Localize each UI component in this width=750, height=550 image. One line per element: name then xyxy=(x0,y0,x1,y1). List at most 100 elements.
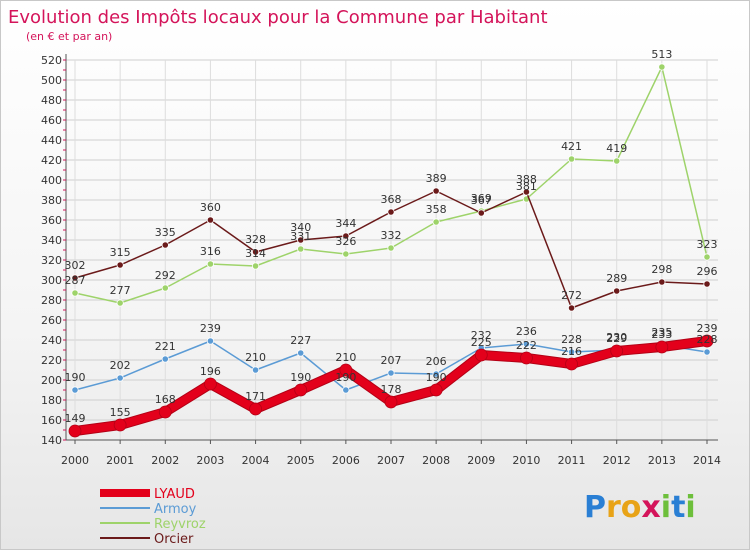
legend-label: Armoy xyxy=(154,502,197,517)
data-point xyxy=(116,299,124,307)
y-tick-label: 180 xyxy=(41,394,62,407)
data-label: 233 xyxy=(651,328,672,341)
data-point xyxy=(251,366,260,374)
data-point xyxy=(567,155,576,163)
data-label: 513 xyxy=(651,48,672,61)
data-point xyxy=(206,216,215,224)
x-tick-label: 2002 xyxy=(151,454,179,467)
data-label: 344 xyxy=(335,217,356,230)
y-tick-label: 400 xyxy=(41,174,62,187)
data-label: 381 xyxy=(516,180,537,193)
data-label: 323 xyxy=(697,238,718,251)
data-point xyxy=(610,344,624,358)
x-tick-label: 2010 xyxy=(512,454,540,467)
data-label: 287 xyxy=(65,274,86,287)
x-tick-label: 2004 xyxy=(242,454,270,467)
data-label: 190 xyxy=(335,371,356,384)
data-label: 155 xyxy=(110,406,131,419)
data-label: 216 xyxy=(561,345,582,358)
y-tick-label: 360 xyxy=(41,214,62,227)
data-label: 326 xyxy=(335,235,356,248)
y-tick-label: 380 xyxy=(41,194,62,207)
data-point xyxy=(204,377,217,391)
data-point xyxy=(339,363,353,377)
logo-letter: o xyxy=(621,490,642,525)
y-tick-label: 500 xyxy=(41,74,62,87)
data-point xyxy=(474,348,488,362)
data-point xyxy=(567,348,576,356)
data-label: 316 xyxy=(200,245,221,258)
x-tick-label: 2013 xyxy=(648,454,676,467)
x-tick-label: 2001 xyxy=(106,454,134,467)
data-point xyxy=(297,236,305,244)
legend-label: Reyvroz xyxy=(154,517,206,532)
y-tick-label: 160 xyxy=(41,414,62,427)
data-label: 388 xyxy=(516,173,537,186)
x-tick-label: 2008 xyxy=(422,454,450,467)
data-label: 222 xyxy=(516,339,537,352)
y-tick-label: 300 xyxy=(41,274,62,287)
data-label: 229 xyxy=(606,332,627,345)
y-tick-label: 420 xyxy=(41,154,62,167)
y-tick-label: 520 xyxy=(41,54,62,67)
data-point xyxy=(384,395,398,409)
data-point xyxy=(432,370,440,378)
data-label: 331 xyxy=(290,230,311,243)
data-label: 228 xyxy=(561,333,582,346)
data-label: 207 xyxy=(381,354,402,367)
data-point xyxy=(251,248,260,256)
logo-letter: x xyxy=(641,490,660,525)
data-label: 178 xyxy=(381,383,402,396)
data-point xyxy=(703,280,711,288)
logo-letter: r xyxy=(606,490,621,525)
y-tick-label: 220 xyxy=(41,354,62,367)
data-point xyxy=(613,157,621,165)
data-label: 315 xyxy=(110,246,131,259)
data-label: 190 xyxy=(65,371,86,384)
data-label: 289 xyxy=(606,272,627,285)
data-point xyxy=(703,253,711,261)
data-label: 367 xyxy=(471,194,492,207)
chart-title: Evolution des Impôts locaux pour la Comm… xyxy=(8,7,548,28)
data-point xyxy=(703,348,711,356)
data-label: 196 xyxy=(200,365,221,378)
data-label: 389 xyxy=(426,172,447,185)
data-point xyxy=(161,355,169,363)
data-point xyxy=(206,260,215,268)
data-label: 239 xyxy=(200,322,221,335)
data-label: 206 xyxy=(426,355,447,368)
data-point xyxy=(700,334,714,348)
series-lines xyxy=(68,63,714,438)
data-label: 210 xyxy=(335,351,356,364)
legend-item-reyvroz: Reyvroz xyxy=(100,517,206,532)
data-point xyxy=(297,349,305,357)
data-label: 419 xyxy=(606,142,627,155)
x-tick-label: 2003 xyxy=(196,454,224,467)
chart-subtitle: (en € et par an) xyxy=(26,30,112,43)
data-point xyxy=(161,241,169,249)
data-point xyxy=(565,357,578,371)
y-tick-label: 340 xyxy=(41,234,62,247)
y-tick-label: 260 xyxy=(41,314,62,327)
logo-letter: i xyxy=(661,490,671,525)
legend-item-armoy: Armoy xyxy=(100,502,197,517)
data-label: 168 xyxy=(155,393,176,406)
y-tick-label: 440 xyxy=(41,134,62,147)
x-tick-label: 2011 xyxy=(558,454,586,467)
legend-item-orcier: Orcier xyxy=(100,532,194,547)
data-point xyxy=(520,351,533,365)
data-label: 332 xyxy=(381,229,402,242)
x-tick-label: 2014 xyxy=(693,454,721,467)
x-tick-label: 2005 xyxy=(287,454,315,467)
axes: 140 160 180 200 220 240 260 280 300 320 340 360 380 4… xyxy=(41,54,721,467)
y-tick-label: 140 xyxy=(41,434,62,447)
data-label: 232 xyxy=(471,329,492,342)
logo-letter: i xyxy=(685,490,695,525)
data-point xyxy=(613,287,621,295)
data-point xyxy=(71,274,79,282)
legend-label: LYAUD xyxy=(154,487,195,502)
data-point xyxy=(342,386,350,394)
